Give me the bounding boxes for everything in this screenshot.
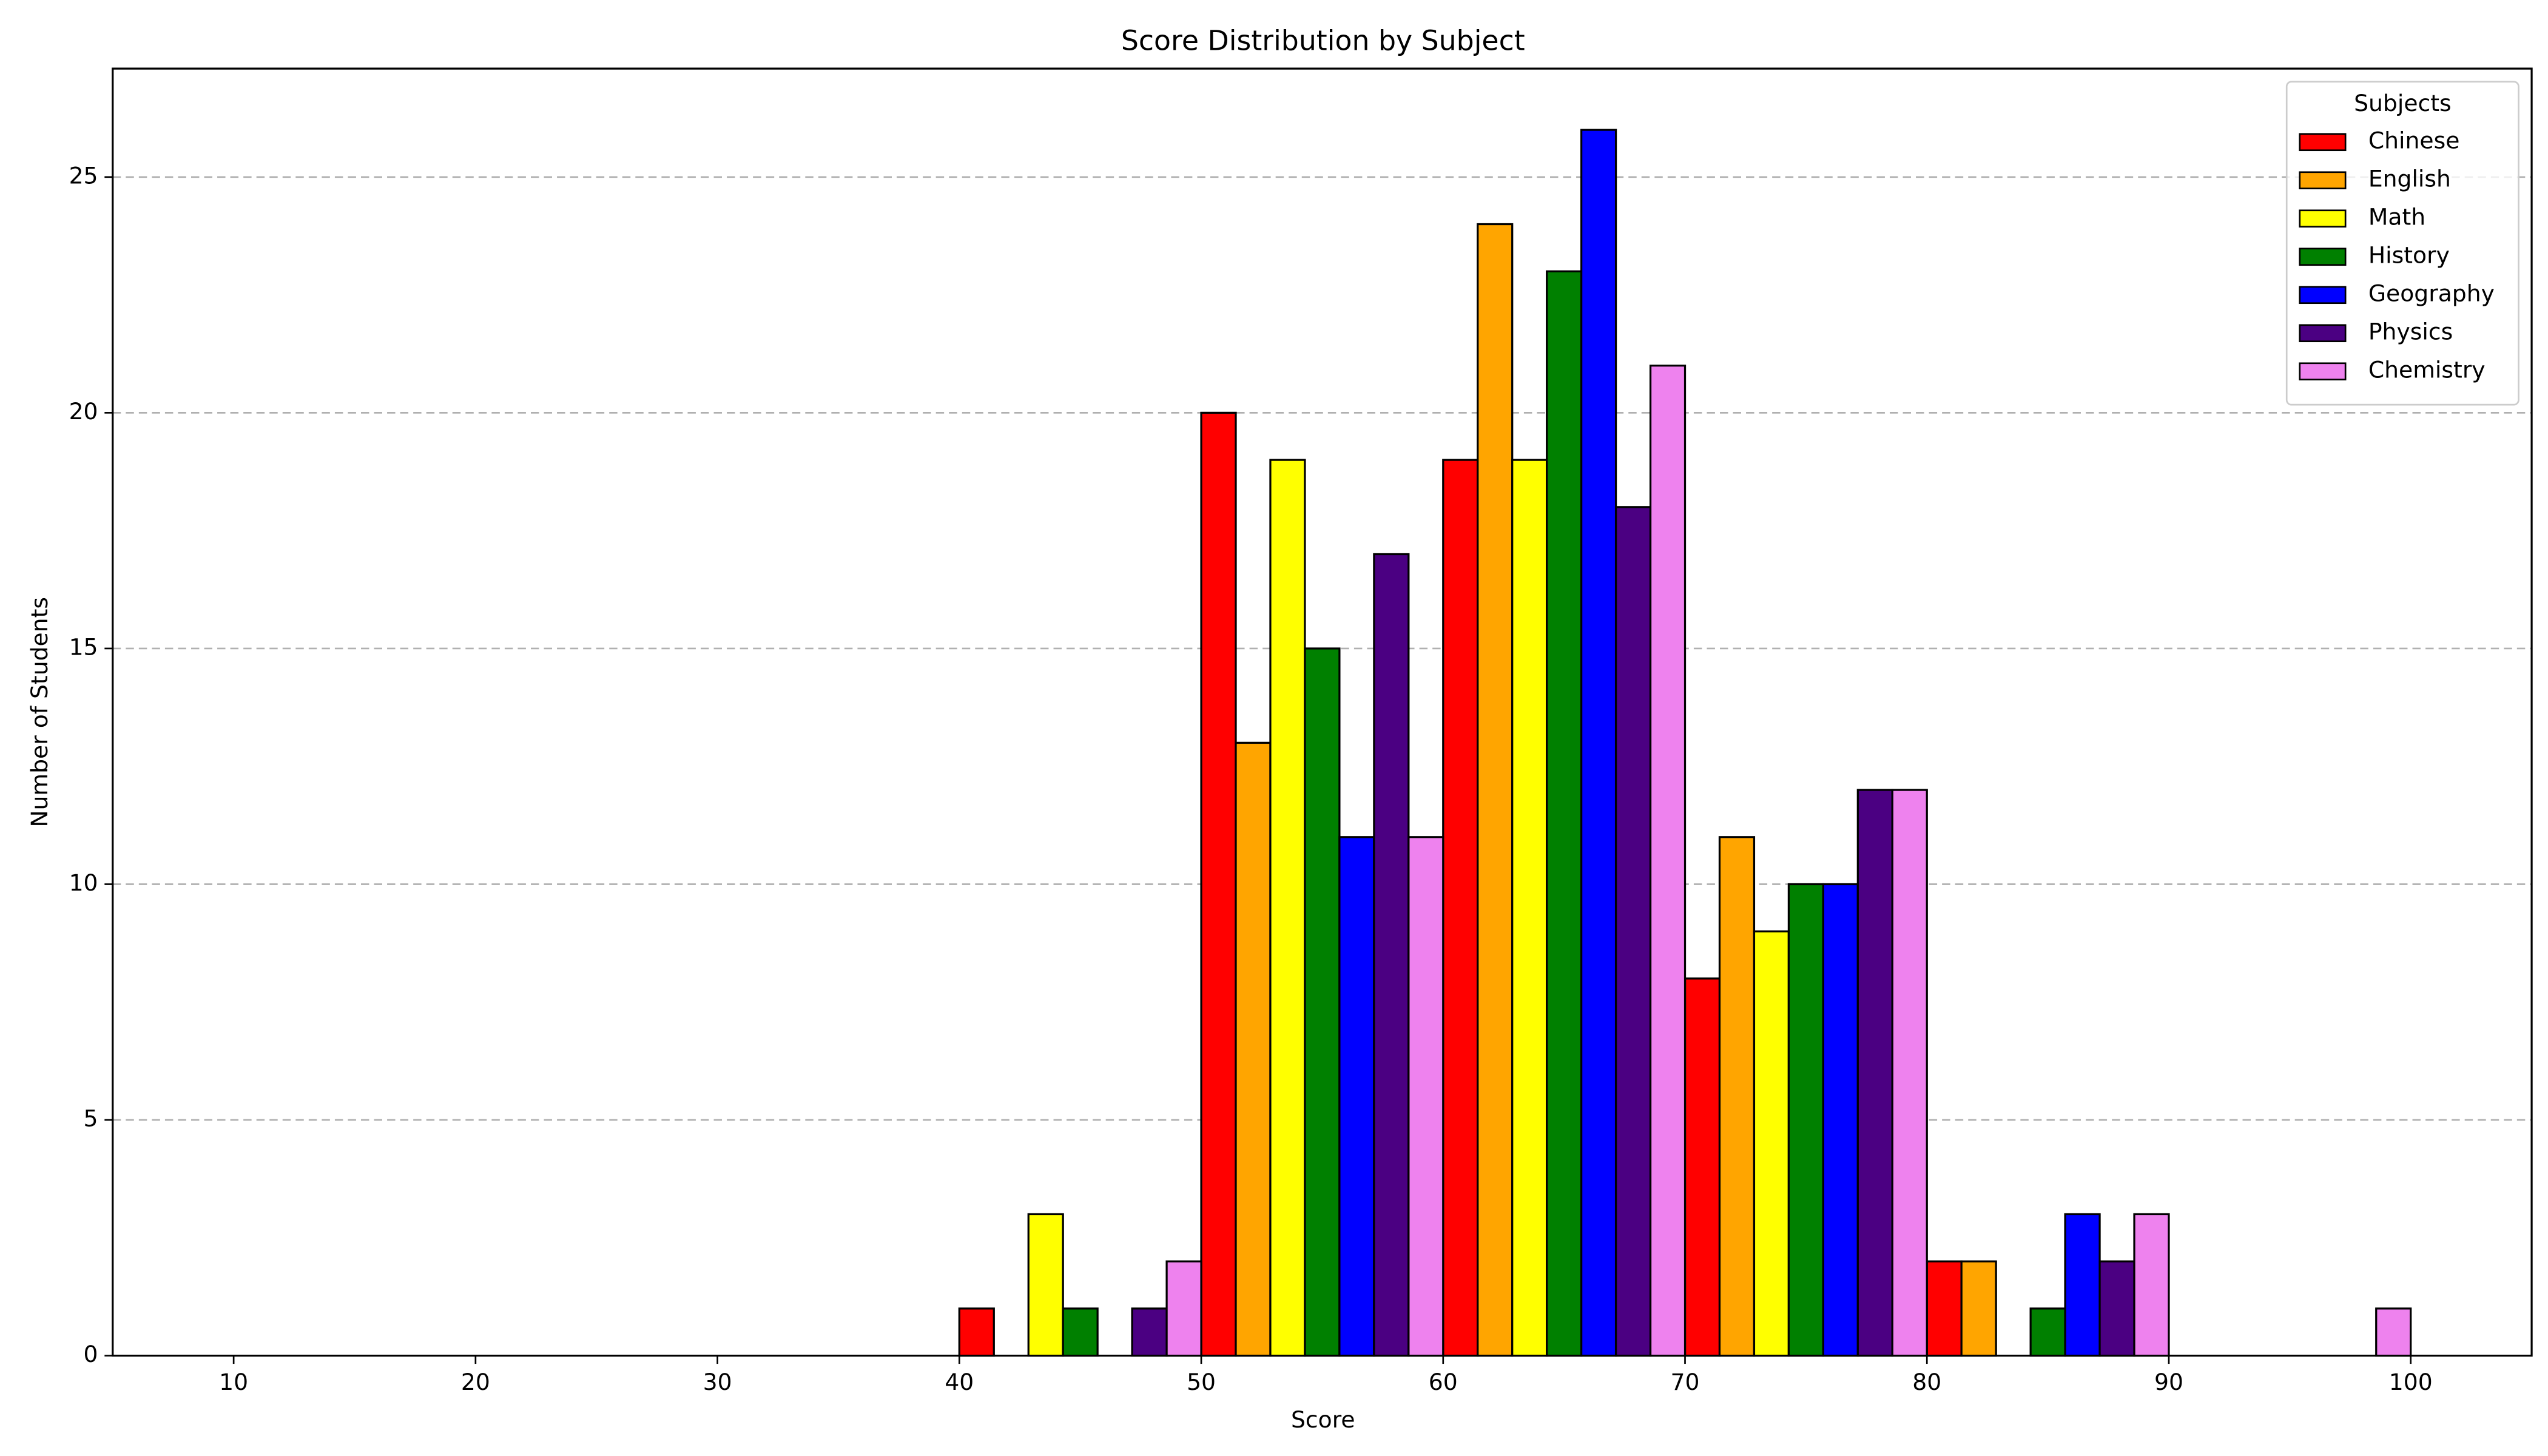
bar xyxy=(1477,223,1514,1357)
x-tick-label: 40 xyxy=(945,1369,974,1395)
bar xyxy=(1546,270,1583,1357)
bar xyxy=(1442,459,1479,1357)
bar xyxy=(1165,1260,1202,1357)
legend-label: Geography xyxy=(2368,280,2495,307)
legend-label: Chemistry xyxy=(2368,357,2486,383)
bar xyxy=(1614,506,1652,1357)
bar xyxy=(1684,977,1721,1357)
legend-swatch xyxy=(2299,286,2347,305)
bar xyxy=(2098,1260,2135,1357)
bar xyxy=(1200,411,1237,1357)
x-tick-label: 80 xyxy=(1912,1369,1941,1395)
x-tick-label: 30 xyxy=(703,1369,732,1395)
bar xyxy=(1304,647,1341,1357)
x-tick-label: 100 xyxy=(2389,1369,2433,1395)
y-tick-label: 20 xyxy=(69,398,98,425)
y-tick-label: 0 xyxy=(84,1341,98,1367)
y-tick-label: 15 xyxy=(69,633,98,660)
bar xyxy=(1027,1213,1064,1357)
legend-label: Chinese xyxy=(2368,127,2460,154)
bar xyxy=(1856,789,1893,1357)
x-axis-label: Score xyxy=(1291,1406,1355,1433)
bar xyxy=(1062,1307,1099,1357)
legend-swatch xyxy=(2299,209,2347,228)
legend-swatch xyxy=(2299,248,2347,266)
bar xyxy=(1822,883,1859,1357)
bar xyxy=(1649,365,1687,1357)
bar xyxy=(1407,836,1444,1357)
bar xyxy=(1960,1260,1997,1357)
bar xyxy=(1338,836,1375,1357)
bar xyxy=(1926,1260,1963,1357)
bar xyxy=(1580,129,1617,1357)
chart-title: Score Distribution by Subject xyxy=(1121,24,1525,56)
bar xyxy=(1718,836,1756,1357)
legend-label: Math xyxy=(2368,204,2425,231)
bar xyxy=(958,1307,995,1357)
legend-box xyxy=(2285,81,2519,406)
x-tick-label: 20 xyxy=(461,1369,490,1395)
legend-label: Physics xyxy=(2368,318,2453,345)
bar xyxy=(1891,789,1928,1357)
x-tick-label: 50 xyxy=(1187,1369,1216,1395)
bar xyxy=(1235,741,1272,1357)
legend-swatch xyxy=(2299,171,2347,190)
bar xyxy=(1511,459,1548,1357)
bar xyxy=(1269,459,1306,1357)
bar xyxy=(2375,1307,2412,1357)
bar xyxy=(1373,553,1410,1357)
legend-label: History xyxy=(2368,242,2450,269)
y-tick-label: 10 xyxy=(69,869,98,896)
y-tick-label: 5 xyxy=(84,1105,98,1132)
bar xyxy=(2064,1213,2101,1357)
legend-swatch xyxy=(2299,362,2347,381)
x-tick-label: 90 xyxy=(2154,1369,2183,1395)
bar xyxy=(2133,1213,2170,1357)
bar xyxy=(1787,883,1824,1357)
bar xyxy=(1131,1307,1168,1357)
y-tick-label: 25 xyxy=(69,162,98,189)
x-tick-label: 70 xyxy=(1671,1369,1700,1395)
bar xyxy=(2029,1307,2066,1357)
y-axis-label: Number of Students xyxy=(26,597,53,827)
legend-swatch xyxy=(2299,133,2347,152)
legend-swatch xyxy=(2299,324,2347,343)
plot-frame xyxy=(112,67,2533,1357)
x-tick-label: 60 xyxy=(1429,1369,1458,1395)
legend-label: English xyxy=(2368,166,2451,192)
bar xyxy=(1753,930,1790,1357)
x-tick-label: 10 xyxy=(219,1369,248,1395)
legend-title: Subjects xyxy=(2354,90,2452,116)
